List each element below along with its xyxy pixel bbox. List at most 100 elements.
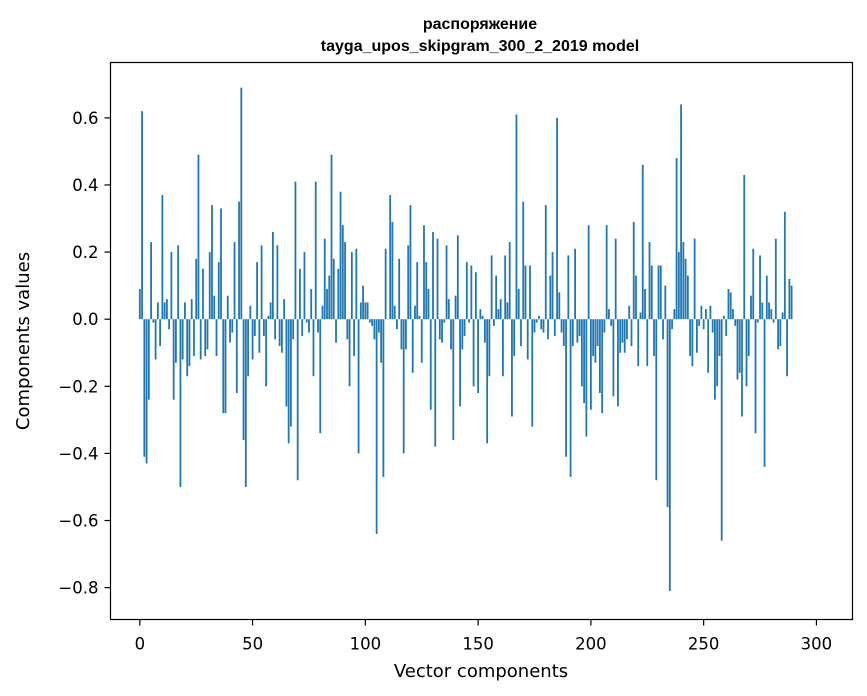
bar <box>781 312 784 320</box>
bar <box>677 252 680 320</box>
bar <box>664 285 667 320</box>
x-axis-label: Vector components <box>394 661 568 682</box>
bar <box>294 181 297 320</box>
bar <box>783 211 786 320</box>
bar <box>465 262 468 320</box>
bar <box>727 288 730 320</box>
bar <box>450 319 452 350</box>
bar <box>630 319 633 347</box>
bar <box>596 319 599 347</box>
x-tick-label: 50 <box>242 635 263 654</box>
bar <box>671 319 673 330</box>
bar <box>231 319 234 333</box>
bar <box>711 319 714 333</box>
bar <box>474 272 477 320</box>
bar <box>693 238 696 320</box>
bar <box>260 245 263 320</box>
bar <box>499 299 502 320</box>
bar <box>691 319 694 367</box>
bar <box>632 221 635 320</box>
bar <box>486 319 489 444</box>
bar <box>220 208 222 320</box>
bar <box>197 154 200 320</box>
bar <box>204 319 207 357</box>
bar <box>310 288 313 320</box>
bar <box>292 319 295 340</box>
bar <box>251 319 254 360</box>
y-tick-label: −0.4 <box>58 444 98 463</box>
bar <box>589 319 592 410</box>
bar <box>346 319 349 340</box>
bar <box>332 258 335 320</box>
bar <box>165 299 168 320</box>
bar <box>743 174 746 320</box>
bar <box>314 181 317 320</box>
bar <box>544 205 547 320</box>
bar <box>621 319 624 343</box>
bar <box>709 305 712 320</box>
bar <box>287 319 290 444</box>
bar <box>150 242 152 320</box>
bar <box>524 265 527 320</box>
bar <box>447 299 450 320</box>
bar <box>389 195 392 320</box>
bar <box>147 319 150 400</box>
bar <box>603 319 606 333</box>
bar <box>549 275 552 320</box>
x-tick-label: 100 <box>350 635 382 654</box>
bar <box>359 302 362 320</box>
bar <box>355 248 358 320</box>
x-axis-ticks: 0 50 100 150 200 250 300 <box>135 619 832 654</box>
x-tick-label: 150 <box>462 635 494 654</box>
x-tick-label: 250 <box>688 635 720 654</box>
y-tick-label: 0.6 <box>72 109 98 128</box>
bar <box>141 111 143 320</box>
bar <box>612 319 615 397</box>
bar <box>707 319 710 373</box>
bar <box>666 319 669 508</box>
bar <box>362 285 364 320</box>
bar <box>423 225 425 320</box>
bar <box>382 319 385 477</box>
bar <box>159 319 162 347</box>
bar <box>490 255 493 320</box>
bar <box>463 319 466 336</box>
bar <box>337 268 340 320</box>
bar <box>217 262 220 320</box>
bar <box>644 288 646 320</box>
bar <box>461 319 464 350</box>
y-tick-label: −0.6 <box>58 512 98 531</box>
bar <box>560 319 563 333</box>
bar <box>700 305 703 320</box>
bar <box>567 255 570 320</box>
y-tick-label: −0.8 <box>58 579 98 598</box>
bar <box>418 315 421 320</box>
bar <box>585 319 588 437</box>
bar <box>668 319 671 591</box>
bar <box>366 302 369 320</box>
bar <box>416 262 419 320</box>
bar <box>551 252 554 320</box>
bar <box>675 158 678 320</box>
plot-frame <box>109 61 854 621</box>
bar <box>283 299 286 320</box>
bar <box>319 319 322 434</box>
bar <box>242 319 245 440</box>
bar <box>673 309 676 320</box>
bar <box>623 319 626 353</box>
chart-title-line1: распоряжение <box>423 16 537 33</box>
bar <box>576 319 579 343</box>
bar <box>506 302 509 320</box>
bar <box>199 319 202 360</box>
bar <box>445 245 448 320</box>
bar <box>714 319 716 400</box>
bar <box>686 275 689 320</box>
bar <box>565 319 567 457</box>
bar <box>628 305 631 320</box>
bar <box>344 242 346 320</box>
bar <box>429 319 432 410</box>
bar <box>353 319 355 357</box>
bar <box>578 319 581 336</box>
bar <box>305 319 308 323</box>
bar <box>777 319 779 350</box>
